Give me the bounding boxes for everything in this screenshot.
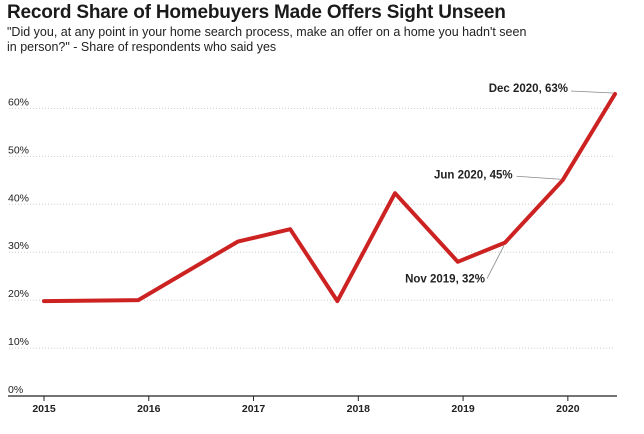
annotations: Dec 2020, 63% Jun 2020, 45% Nov 2019, 32% <box>405 83 614 286</box>
y-tick-label: 60% <box>8 96 29 108</box>
gridlines <box>9 107 615 349</box>
x-tick-label: 2018 <box>347 403 371 415</box>
x-tick-label: 2020 <box>556 403 580 415</box>
y-tick-label: 10% <box>8 336 29 348</box>
x-tick-label: 2015 <box>32 403 56 415</box>
y-tick-label: 50% <box>8 144 29 156</box>
x-tick-label: 2016 <box>137 403 161 415</box>
data-series <box>42 92 617 304</box>
annotation-label: Dec 2020, 63% <box>489 83 568 95</box>
x-tick-label: 2019 <box>451 403 475 415</box>
x-axis: 2015 2016 2017 2018 2019 2020 <box>8 395 617 415</box>
y-axis-ticks: 0% 10% 20% 30% 40% 50% 60% <box>8 96 29 396</box>
chart-title: Record Share of Homebuyers Made Offers S… <box>7 2 506 23</box>
x-tick-label: 2017 <box>242 403 266 415</box>
chart-subtitle: "Did you, at any point in your home sear… <box>7 25 527 54</box>
y-tick-label: 40% <box>8 192 29 204</box>
series-line <box>42 92 617 304</box>
annotation-label: Jun 2020, 45% <box>434 169 513 181</box>
annotation-label: Nov 2019, 32% <box>405 274 485 286</box>
y-tick-label: 20% <box>8 288 29 300</box>
y-tick-label: 0% <box>8 384 23 396</box>
annotation-leader <box>516 175 561 180</box>
annotation-leader <box>570 90 614 94</box>
y-tick-label: 30% <box>8 240 29 252</box>
annotation-leader <box>486 245 505 279</box>
